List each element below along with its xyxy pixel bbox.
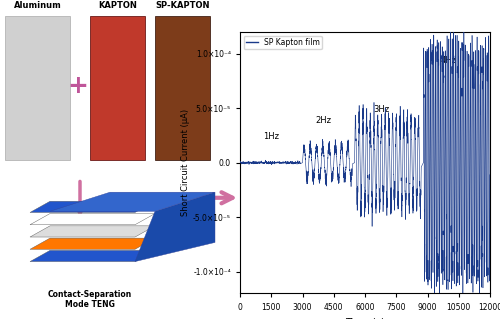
Text: Aluminum: Aluminum: [14, 1, 62, 10]
Polygon shape: [30, 250, 155, 262]
Polygon shape: [50, 192, 215, 211]
Text: 3Hz: 3Hz: [374, 105, 390, 114]
Text: 1Hz: 1Hz: [263, 132, 279, 141]
Text: SP-KAPTON: SP-KAPTON: [155, 1, 210, 10]
Text: KAPTON: KAPTON: [98, 1, 137, 10]
FancyBboxPatch shape: [155, 16, 210, 160]
Y-axis label: Short Circuit Current (μA): Short Circuit Current (μA): [181, 109, 190, 216]
Polygon shape: [30, 214, 155, 225]
FancyBboxPatch shape: [5, 16, 70, 160]
Text: +: +: [67, 74, 88, 98]
Text: 4Hz: 4Hz: [440, 56, 456, 64]
Polygon shape: [30, 226, 155, 237]
Text: 2Hz: 2Hz: [316, 115, 332, 124]
Legend: SP Kapton film: SP Kapton film: [244, 36, 322, 49]
Polygon shape: [30, 201, 155, 212]
Polygon shape: [135, 192, 215, 262]
X-axis label: Time (s): Time (s): [345, 317, 385, 319]
Polygon shape: [30, 238, 155, 249]
FancyBboxPatch shape: [90, 16, 145, 160]
Text: Contact-Separation
Mode TENG: Contact-Separation Mode TENG: [48, 290, 132, 309]
